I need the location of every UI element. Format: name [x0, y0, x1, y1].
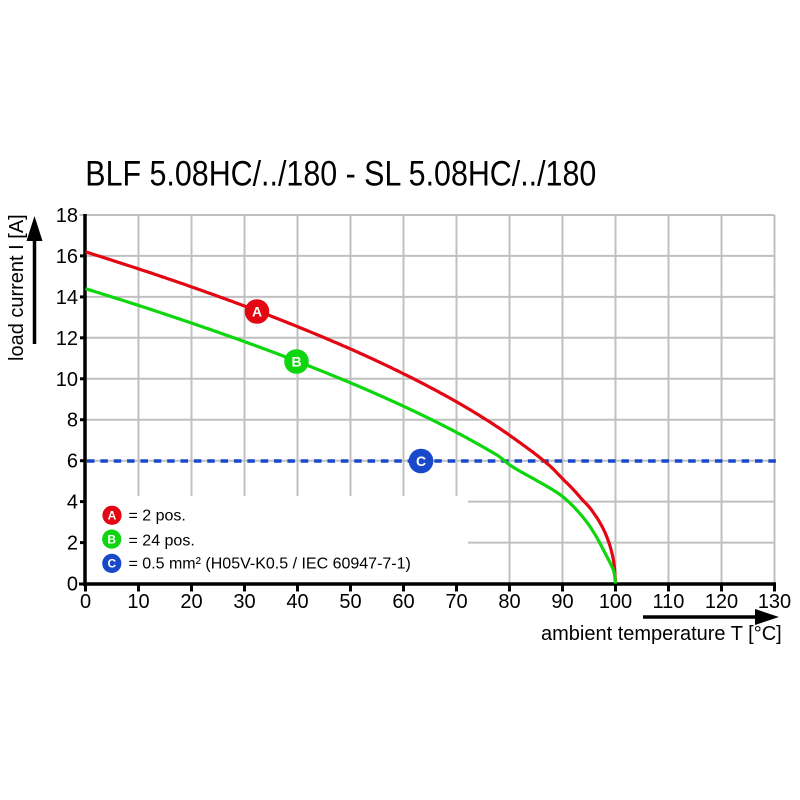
- svg-text:120: 120: [705, 591, 738, 613]
- svg-text:ambient temperature T [°C]: ambient temperature T [°C]: [541, 623, 782, 645]
- svg-text:80: 80: [498, 591, 520, 613]
- svg-text:12: 12: [56, 328, 78, 350]
- svg-text:load current I [A]: load current I [A]: [6, 214, 28, 361]
- svg-text:50: 50: [339, 591, 361, 613]
- svg-text:14: 14: [56, 287, 78, 309]
- svg-text:20: 20: [180, 591, 202, 613]
- svg-text:6: 6: [67, 451, 78, 473]
- svg-text:A: A: [252, 304, 262, 320]
- svg-text:10: 10: [56, 369, 78, 391]
- svg-text:60: 60: [392, 591, 414, 613]
- svg-text:16: 16: [56, 246, 78, 268]
- svg-text:18: 18: [56, 205, 78, 227]
- svg-text:= 0.5 mm² (H05V-K0.5 / IEC 609: = 0.5 mm² (H05V-K0.5 / IEC 60947-7-1): [129, 556, 411, 573]
- svg-text:= 2 pos.: = 2 pos.: [129, 508, 186, 525]
- svg-text:2: 2: [67, 533, 78, 555]
- svg-text:130: 130: [758, 591, 791, 613]
- svg-text:= 24 pos.: = 24 pos.: [129, 533, 195, 550]
- svg-text:100: 100: [599, 591, 632, 613]
- svg-text:4: 4: [67, 492, 78, 514]
- svg-text:A: A: [108, 509, 117, 523]
- svg-text:B: B: [291, 354, 301, 370]
- svg-text:BLF 5.08HC/../180 - SL 5.08HC/: BLF 5.08HC/../180 - SL 5.08HC/../180: [85, 155, 596, 194]
- svg-text:30: 30: [233, 591, 255, 613]
- svg-text:70: 70: [445, 591, 467, 613]
- svg-text:0: 0: [80, 591, 91, 613]
- svg-text:8: 8: [67, 410, 78, 432]
- svg-text:110: 110: [653, 591, 685, 613]
- svg-text:40: 40: [286, 591, 308, 613]
- svg-text:B: B: [107, 532, 116, 546]
- svg-text:C: C: [107, 557, 116, 571]
- svg-text:0: 0: [67, 574, 78, 596]
- svg-text:10: 10: [127, 591, 149, 613]
- svg-text:C: C: [416, 453, 426, 469]
- svg-text:90: 90: [551, 591, 573, 613]
